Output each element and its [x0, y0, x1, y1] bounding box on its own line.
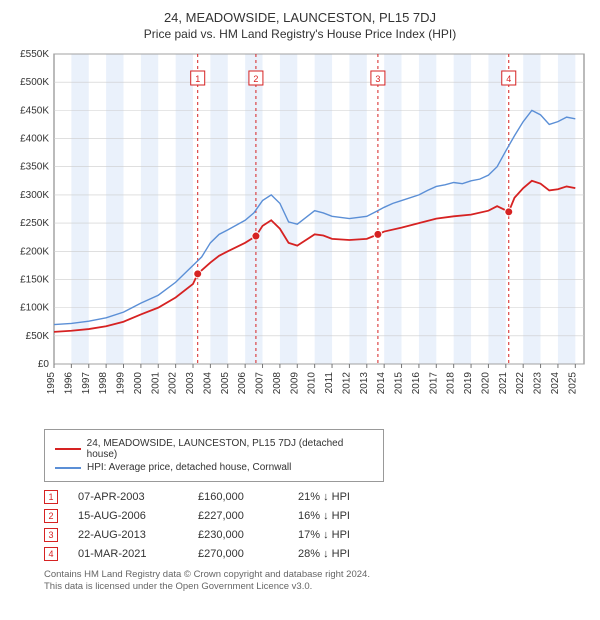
transaction-date: 07-APR-2003 — [78, 491, 178, 503]
svg-text:1: 1 — [195, 74, 200, 84]
transaction-diff: 28% ↓ HPI — [298, 548, 398, 560]
svg-text:2001: 2001 — [150, 372, 161, 395]
transaction-price: £227,000 — [198, 510, 278, 522]
svg-text:£200K: £200K — [20, 246, 49, 257]
svg-text:2015: 2015 — [394, 372, 405, 395]
svg-text:2017: 2017 — [428, 372, 439, 395]
transaction-marker: 1 — [44, 490, 58, 504]
chart-container: £0 £50K £100K £150K £200K £250K £300K £350K £400… — [8, 49, 592, 419]
svg-text:1997: 1997 — [81, 372, 92, 395]
chart-subtitle: Price paid vs. HM Land Registry's House … — [8, 27, 592, 41]
attribution-line1: Contains HM Land Registry data © Crown c… — [44, 569, 592, 581]
svg-text:3: 3 — [375, 74, 380, 84]
svg-text:£550K: £550K — [20, 49, 49, 60]
transaction-row: 2 15-AUG-2006 £227,000 16% ↓ HPI — [44, 509, 592, 523]
legend-item-property: 24, MEADOWSIDE, LAUNCESTON, PL15 7DJ (de… — [55, 438, 373, 460]
svg-text:2013: 2013 — [359, 372, 370, 395]
svg-text:2002: 2002 — [168, 372, 179, 395]
svg-text:2024: 2024 — [550, 372, 561, 395]
transaction-price: £230,000 — [198, 529, 278, 541]
chart-title: 24, MEADOWSIDE, LAUNCESTON, PL15 7DJ — [8, 10, 592, 25]
svg-text:2007: 2007 — [255, 372, 266, 395]
transaction-marker: 3 — [44, 528, 58, 542]
svg-text:2019: 2019 — [463, 372, 474, 395]
legend-swatch-hpi — [55, 467, 81, 469]
transactions-table: 1 07-APR-2003 £160,000 21% ↓ HPI 2 15-AUG-200… — [44, 490, 592, 561]
svg-text:2010: 2010 — [307, 372, 318, 395]
legend-swatch-property — [55, 448, 81, 450]
svg-text:2000: 2000 — [133, 372, 144, 395]
svg-text:£0: £0 — [38, 359, 50, 370]
svg-text:2016: 2016 — [411, 372, 422, 395]
transaction-diff: 16% ↓ HPI — [298, 510, 398, 522]
svg-text:2025: 2025 — [567, 372, 578, 395]
svg-text:2021: 2021 — [498, 372, 509, 395]
transaction-date: 22-AUG-2013 — [78, 529, 178, 541]
transaction-price: £270,000 — [198, 548, 278, 560]
legend-label-property: 24, MEADOWSIDE, LAUNCESTON, PL15 7DJ (de… — [87, 438, 373, 460]
svg-text:2023: 2023 — [533, 372, 544, 395]
price-chart: £0 £50K £100K £150K £200K £250K £300K £350K £400… — [8, 49, 592, 419]
svg-text:1995: 1995 — [46, 372, 57, 395]
svg-text:2022: 2022 — [515, 372, 526, 395]
svg-text:£450K: £450K — [20, 105, 49, 116]
svg-text:1998: 1998 — [98, 372, 109, 395]
transaction-date: 15-AUG-2006 — [78, 510, 178, 522]
svg-text:£500K: £500K — [20, 77, 49, 88]
legend-item-hpi: HPI: Average price, detached house, Corn… — [55, 462, 373, 473]
svg-text:2014: 2014 — [376, 372, 387, 395]
transaction-diff: 21% ↓ HPI — [298, 491, 398, 503]
svg-text:£150K: £150K — [20, 274, 49, 285]
attribution-line2: This data is licensed under the Open Gov… — [44, 581, 592, 593]
transaction-price: £160,000 — [198, 491, 278, 503]
transaction-row: 3 22-AUG-2013 £230,000 17% ↓ HPI — [44, 528, 592, 542]
svg-text:2006: 2006 — [237, 372, 248, 395]
transaction-diff: 17% ↓ HPI — [298, 529, 398, 541]
transaction-row: 1 07-APR-2003 £160,000 21% ↓ HPI — [44, 490, 592, 504]
svg-text:£400K: £400K — [20, 134, 49, 145]
svg-text:2011: 2011 — [324, 372, 335, 394]
legend-label-hpi: HPI: Average price, detached house, Corn… — [87, 462, 291, 473]
svg-text:2005: 2005 — [220, 372, 231, 395]
transaction-row: 4 01-MAR-2021 £270,000 28% ↓ HPI — [44, 547, 592, 561]
transaction-marker: 4 — [44, 547, 58, 561]
svg-text:2004: 2004 — [202, 372, 213, 395]
svg-text:1996: 1996 — [63, 372, 74, 395]
svg-text:£300K: £300K — [20, 190, 49, 201]
legend: 24, MEADOWSIDE, LAUNCESTON, PL15 7DJ (de… — [44, 429, 384, 482]
svg-text:2008: 2008 — [272, 372, 283, 395]
attribution: Contains HM Land Registry data © Crown c… — [44, 569, 592, 594]
svg-text:1999: 1999 — [116, 372, 127, 395]
transaction-marker: 2 — [44, 509, 58, 523]
transaction-date: 01-MAR-2021 — [78, 548, 178, 560]
svg-text:2: 2 — [253, 74, 258, 84]
svg-text:2020: 2020 — [480, 372, 491, 395]
svg-text:2003: 2003 — [185, 372, 196, 395]
svg-text:£50K: £50K — [26, 331, 50, 342]
svg-text:2009: 2009 — [289, 372, 300, 395]
svg-text:£350K: £350K — [20, 162, 49, 173]
svg-text:4: 4 — [506, 74, 511, 84]
svg-text:£100K: £100K — [20, 303, 49, 314]
svg-text:£250K: £250K — [20, 218, 49, 229]
svg-text:2012: 2012 — [341, 372, 352, 395]
svg-text:2018: 2018 — [446, 372, 457, 395]
